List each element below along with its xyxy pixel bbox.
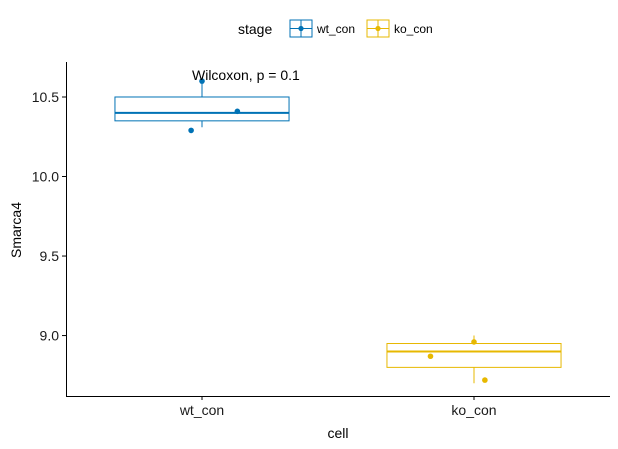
x-tick-label: ko_con: [451, 402, 496, 418]
legend: stage wt_con ko_con: [238, 19, 433, 38]
point-ko_con: [471, 339, 477, 345]
point-wt_con: [188, 127, 194, 134]
point-ko_con: [427, 353, 434, 360]
y-ticks: 9.0 9.5 10.0 10.5: [32, 89, 66, 344]
stat-annotation: Wilcoxon, p = 0.1: [192, 67, 300, 83]
point-wt_con: [199, 78, 205, 84]
box-wt_con: [114, 96, 290, 122]
boxes: [114, 77, 562, 384]
legend-label-ko-con: ko_con: [394, 22, 433, 36]
point-ko_con: [482, 377, 488, 383]
y-tick-label: 9.0: [40, 328, 60, 344]
x-ticks: wt_con ko_con: [179, 396, 497, 418]
x-axis-title: cell: [327, 425, 348, 441]
box-ko_con: [386, 343, 562, 368]
legend-entry-wt-con: wt_con: [289, 19, 355, 38]
legend-title: stage: [238, 21, 272, 37]
y-tick-label: 9.5: [40, 248, 60, 264]
points: [188, 78, 488, 383]
point-wt_con: [234, 108, 241, 115]
legend-entry-ko-con: ko_con: [366, 19, 433, 38]
y-axis-title: Smarca4: [8, 202, 24, 258]
legend-label-wt-con: wt_con: [316, 22, 355, 36]
x-tick-label: wt_con: [179, 402, 224, 418]
y-tick-label: 10.5: [32, 89, 59, 105]
y-tick-label: 10.0: [32, 169, 59, 185]
